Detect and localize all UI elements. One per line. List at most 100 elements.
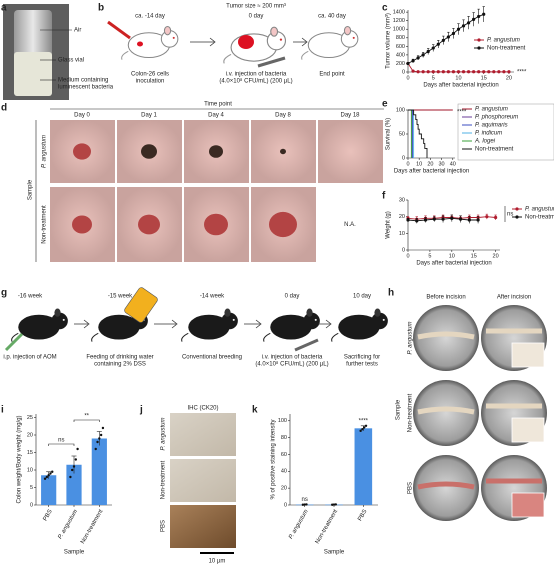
caption: Conventional breeding <box>182 355 242 361</box>
y-tick-label: 400 <box>396 52 405 58</box>
marker <box>436 70 440 74</box>
y-tick-label: 20 <box>281 486 287 492</box>
legend-marker <box>515 215 519 219</box>
series-line <box>408 109 412 158</box>
lesion <box>138 214 160 235</box>
scale-label: 10 µm <box>209 559 226 565</box>
caption: (4.0×10⁸ CFU/mL) (200 µL) <box>219 78 292 85</box>
column-header: Day 0 <box>74 113 90 119</box>
y-axis-label: % of positive staining intensity <box>271 419 277 499</box>
data-point <box>47 474 50 477</box>
marker <box>436 42 440 46</box>
y-tick-label: 20 <box>399 214 405 220</box>
y-tick-label: 800 <box>396 35 405 41</box>
legend-label: P. phosphoreum <box>475 115 518 121</box>
x-tick-label: 0 <box>406 161 409 167</box>
bracket <box>73 419 100 422</box>
marker <box>467 218 471 222</box>
column-header: Day 8 <box>275 113 291 119</box>
legend-label: Non-treatment <box>487 46 526 52</box>
dish-photo <box>413 305 479 371</box>
marker <box>431 70 435 74</box>
lesion <box>204 213 228 236</box>
syringe <box>294 338 319 352</box>
caption: i.v. injection of bacteria <box>262 355 323 361</box>
significance: ns <box>301 497 307 503</box>
side-label: Sample <box>28 179 34 200</box>
significance: ns <box>58 438 64 444</box>
lesion <box>280 148 286 155</box>
marker <box>477 14 481 19</box>
y-tick-label: 10 <box>27 467 33 473</box>
x-axis-label: Days after bacterial injection <box>423 83 498 89</box>
marker <box>456 27 461 31</box>
marker <box>494 215 498 220</box>
row-label: PBS <box>161 520 167 532</box>
data-point <box>51 470 54 473</box>
data-point <box>72 465 76 468</box>
y-tick-label: 100 <box>278 418 287 424</box>
syringe <box>257 56 286 68</box>
marker <box>432 217 436 221</box>
dish-photo <box>413 455 479 521</box>
y-tick-label: 0 <box>30 502 33 508</box>
ihc-image <box>170 413 236 456</box>
annotation: Medium containing <box>58 78 108 84</box>
data-point <box>45 475 49 479</box>
caption: End point <box>319 72 345 78</box>
y-tick-label: 30 <box>399 197 405 203</box>
legend-label: A. logei <box>474 139 496 145</box>
data-point <box>76 447 79 451</box>
not-available: N.A. <box>344 222 356 228</box>
marker <box>416 70 420 74</box>
row-label: PBS <box>408 482 414 494</box>
significance: **** <box>359 418 369 424</box>
caption: inoculation <box>136 79 165 85</box>
marker <box>492 70 496 74</box>
panel-letter: e <box>382 99 388 110</box>
x-tick-label: 10 <box>449 253 455 259</box>
panel-letter: b <box>98 3 104 14</box>
row-label: P. angustum <box>161 418 167 451</box>
marker <box>441 217 445 221</box>
legend-label: P. aquimaris <box>475 123 508 129</box>
header: Time point <box>204 102 232 108</box>
y-axis-label: Tumor volume (mm³) <box>386 13 392 69</box>
x-tick-label: 20 <box>493 253 499 259</box>
note: Tumor size ≈ 200 mm³ <box>226 4 286 10</box>
x-tick-label: 40 <box>450 161 456 167</box>
inset <box>511 417 545 443</box>
bracket <box>48 443 75 446</box>
x-tick-label: 15 <box>471 253 477 259</box>
x-tick-label: PBS <box>357 509 368 522</box>
time-point: 0 day <box>249 14 264 20</box>
legend-label: P. angustum <box>525 207 554 213</box>
time-point: -15 week <box>108 294 133 300</box>
y-tick-label: 25 <box>27 415 33 421</box>
x-axis-label: Days after bacterial injection <box>416 261 491 267</box>
mouse <box>223 26 287 64</box>
bar <box>91 438 107 505</box>
marker <box>476 218 480 222</box>
y-tick-label: 20 <box>27 432 33 438</box>
panel-letter: h <box>388 288 394 299</box>
marker <box>461 70 466 74</box>
tumor <box>137 41 143 47</box>
syringe <box>107 20 131 40</box>
x-axis-label: Days after bacterial injection <box>394 169 469 175</box>
data-point <box>99 433 103 437</box>
column-header: Day 1 <box>141 113 157 119</box>
marker <box>406 218 410 222</box>
marker <box>482 12 486 16</box>
data-point <box>301 503 305 506</box>
data-point <box>332 503 336 506</box>
data-point <box>98 437 101 440</box>
marker <box>485 215 489 219</box>
arrow <box>74 319 332 329</box>
side-label: Sample <box>396 399 402 420</box>
data-point <box>74 458 78 461</box>
x-axis-label: Sample <box>324 550 345 556</box>
column-header: Day 4 <box>208 113 224 119</box>
